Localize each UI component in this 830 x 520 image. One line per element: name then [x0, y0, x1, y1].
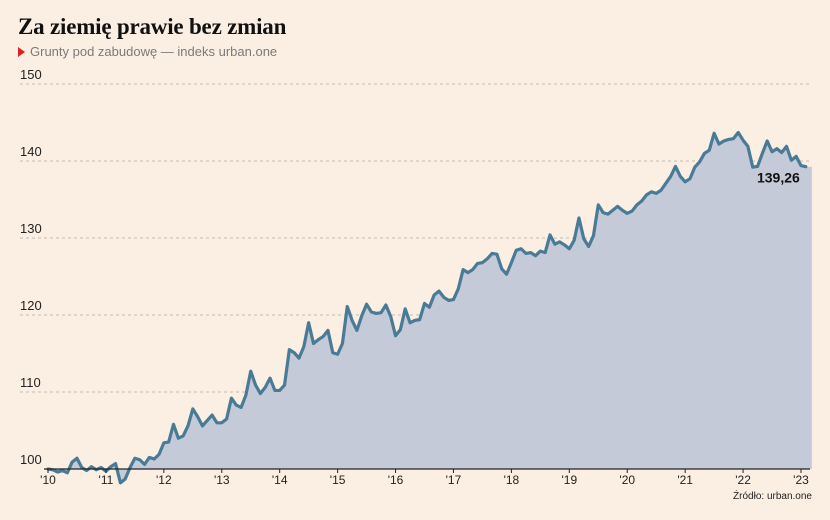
- y-tick-label: 100: [20, 452, 42, 467]
- chart-subtitle: Grunty pod zabudowę — indeks urban.one: [18, 44, 277, 59]
- x-tick-label: '13: [214, 473, 230, 487]
- series-line: [46, 130, 808, 485]
- x-tick-label: '19: [561, 473, 577, 487]
- y-tick-label: 130: [20, 221, 42, 236]
- x-tick-label: '18: [504, 473, 520, 487]
- x-tick-label: '16: [388, 473, 404, 487]
- x-tick-label: '10: [40, 473, 56, 487]
- x-tick-label: '11: [99, 473, 114, 487]
- x-tick-label: '20: [619, 473, 635, 487]
- red-triangle-icon: [18, 46, 25, 57]
- y-tick-label: 110: [20, 375, 41, 390]
- x-tick-label: '23: [793, 473, 809, 487]
- y-tick-label: 140: [20, 144, 42, 159]
- subtitle-text: Grunty pod zabudowę — indeks urban.one: [30, 44, 278, 59]
- last-value-label: 139,26: [757, 170, 800, 186]
- y-tick-label: 120: [20, 298, 42, 313]
- chart-title: Za ziemię prawie bez zmian: [18, 14, 287, 39]
- y-tick-label: 150: [20, 67, 42, 82]
- x-tick-label: '12: [156, 473, 172, 487]
- source-note: Źródło: urban.one: [733, 491, 812, 502]
- x-tick-label: '15: [330, 473, 346, 487]
- x-tick-label: '21: [677, 473, 693, 487]
- x-tick-label: '14: [272, 473, 288, 487]
- x-tick-label: '17: [446, 473, 462, 487]
- x-tick-label: '22: [735, 473, 751, 487]
